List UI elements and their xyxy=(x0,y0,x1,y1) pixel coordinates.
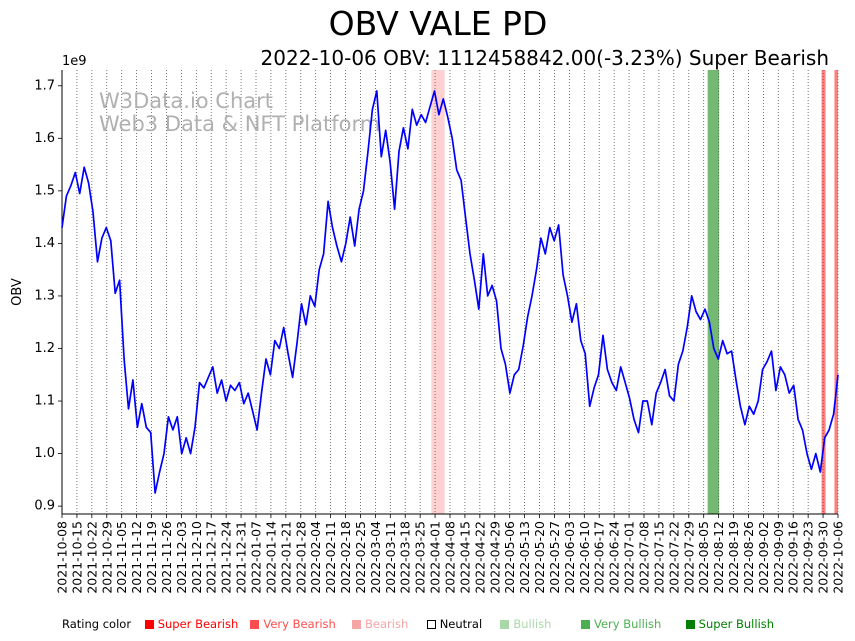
x-tick-label: 2021-11-05 xyxy=(114,521,129,594)
x-tick-label: 2022-02-25 xyxy=(353,521,368,594)
x-tick-label: 2021-10-15 xyxy=(69,521,84,594)
x-tick-label: 2021-10-22 xyxy=(84,521,99,594)
y-tick-label: 1.6 xyxy=(34,131,55,146)
x-tick-label: 2022-07-01 xyxy=(622,521,637,594)
legend-swatch xyxy=(500,620,510,629)
x-tick-label: 2022-08-26 xyxy=(741,521,756,594)
x-tick-label: 2022-10-06 xyxy=(831,521,846,594)
y-tick-label: 1.7 xyxy=(34,78,55,93)
x-tick-label: 2022-09-02 xyxy=(756,521,771,594)
legend-item-super-bearish: Super Bearish xyxy=(144,617,247,631)
legend-swatch xyxy=(426,620,436,629)
x-tick-label: 2022-06-10 xyxy=(577,521,592,594)
x-tick-label: 2021-12-03 xyxy=(174,521,189,594)
x-tick-label: 2022-04-15 xyxy=(457,521,472,594)
x-tick-label: 2022-02-18 xyxy=(338,521,353,594)
x-tick-label: 2022-01-21 xyxy=(278,521,293,594)
x-tick-label: 2022-03-18 xyxy=(398,521,413,594)
rating-legend: Rating color Super Bearish Very Bearish … xyxy=(62,617,774,631)
x-tick-label: 2021-12-17 xyxy=(204,521,219,594)
watermark-line1: W3Data.io Chart xyxy=(99,89,273,113)
legend-label: Rating color xyxy=(62,617,132,631)
legend-item-bullish: Bullish xyxy=(500,617,577,631)
rating-band xyxy=(821,70,826,514)
x-tick-label: 2022-08-12 xyxy=(711,521,726,594)
x-tick-label: 2022-09-23 xyxy=(801,521,816,594)
x-tick-label: 2021-11-12 xyxy=(129,521,144,594)
x-tick-label: 2022-08-19 xyxy=(726,521,741,594)
watermark-line2: Web3 Data & NFT Platform xyxy=(99,112,380,136)
x-tick-label: 2022-07-22 xyxy=(666,521,681,594)
x-tick-label: 2021-11-26 xyxy=(159,521,174,594)
legend-text: Very Bearish xyxy=(263,617,336,631)
x-tick-label: 2022-05-06 xyxy=(502,521,517,594)
legend-item-super-bullish: Super Bullish xyxy=(685,617,775,631)
legend-swatch xyxy=(250,620,260,629)
obv-series-line xyxy=(61,90,839,494)
x-tick-label: 2022-04-08 xyxy=(443,521,458,594)
y-tick-label: 1.1 xyxy=(34,394,55,409)
x-tick-label: 2021-12-10 xyxy=(189,521,204,594)
x-tick-label: 2022-06-03 xyxy=(562,521,577,594)
x-tick-label: 2022-03-25 xyxy=(413,521,428,594)
x-tick-label: 2022-08-05 xyxy=(696,521,711,594)
y-tick-label: 1.2 xyxy=(34,341,55,356)
x-tick-label: 2022-09-09 xyxy=(771,521,786,594)
x-tick-label: 2022-02-04 xyxy=(308,521,323,594)
legend-item-very-bullish: Very Bullish xyxy=(581,617,682,631)
legend-text: Very Bullish xyxy=(594,617,662,631)
rating-band xyxy=(834,70,838,514)
x-tick-label: 2022-01-07 xyxy=(249,521,264,594)
x-tick-label: 2022-04-29 xyxy=(487,521,502,594)
x-tick-label: 2022-09-16 xyxy=(786,521,801,594)
x-tick-label: 2022-07-15 xyxy=(651,521,666,594)
legend-text: Super Bearish xyxy=(157,617,239,631)
x-tick-label: 2022-01-28 xyxy=(293,521,308,594)
chart-title: OBV VALE PD xyxy=(328,4,548,43)
x-tick-label: 2022-05-27 xyxy=(547,521,562,594)
y-tick-label: 1.3 xyxy=(34,288,55,303)
legend-item-bearish: Bearish xyxy=(352,617,423,631)
legend-item-neutral: Neutral xyxy=(426,617,497,631)
y-tick-label: 0.9 xyxy=(34,499,55,514)
x-tick-label: 2022-05-13 xyxy=(517,521,532,594)
legend-text: Neutral xyxy=(439,617,483,631)
x-tick-label: 2022-01-14 xyxy=(263,521,278,594)
x-tick-label: 2022-07-08 xyxy=(637,521,652,594)
y-tick-label: 1.0 xyxy=(34,446,55,461)
x-tick-label: 2022-02-11 xyxy=(323,521,338,594)
legend-text: Bearish xyxy=(365,617,409,631)
x-tick-label: 2022-06-17 xyxy=(592,521,607,594)
y-tick-label: 1.4 xyxy=(34,236,55,251)
chart-subtitle: 2022-10-06 OBV: 1112458842.00(-3.23%) Su… xyxy=(260,46,829,70)
y-axis-label: OBV xyxy=(10,278,25,306)
x-tick-label: 2021-12-31 xyxy=(234,521,249,594)
x-tick-label: 2022-09-30 xyxy=(816,521,831,594)
legend-swatch xyxy=(581,620,590,629)
x-tick-label: 2021-10-29 xyxy=(99,521,114,594)
x-tick-label: 2022-06-24 xyxy=(607,521,622,594)
legend-item-very-bearish: Very Bearish xyxy=(250,617,348,631)
x-tick-label: 2022-03-04 xyxy=(368,521,383,594)
rating-band xyxy=(431,70,445,514)
rating-band xyxy=(707,70,720,514)
legend-swatch xyxy=(685,620,695,629)
x-tick-label: 2022-03-11 xyxy=(383,521,398,594)
x-tick-label: 2021-12-24 xyxy=(219,521,234,594)
legend-text: Bullish xyxy=(513,617,552,631)
y-multiplier-label: 1e9 xyxy=(62,54,87,69)
x-tick-label: 2022-04-22 xyxy=(472,521,487,594)
x-tick-label: 2022-04-01 xyxy=(428,521,443,594)
legend-swatch xyxy=(352,620,362,629)
legend-swatch xyxy=(144,620,154,629)
x-tick-label: 2022-05-20 xyxy=(532,521,547,594)
legend-text: Super Bullish xyxy=(698,617,775,631)
x-tick-label: 2021-10-08 xyxy=(55,521,70,594)
y-tick-label: 1.5 xyxy=(34,183,55,198)
x-tick-label: 2021-11-19 xyxy=(144,521,159,594)
x-tick-label: 2022-07-29 xyxy=(681,521,696,594)
